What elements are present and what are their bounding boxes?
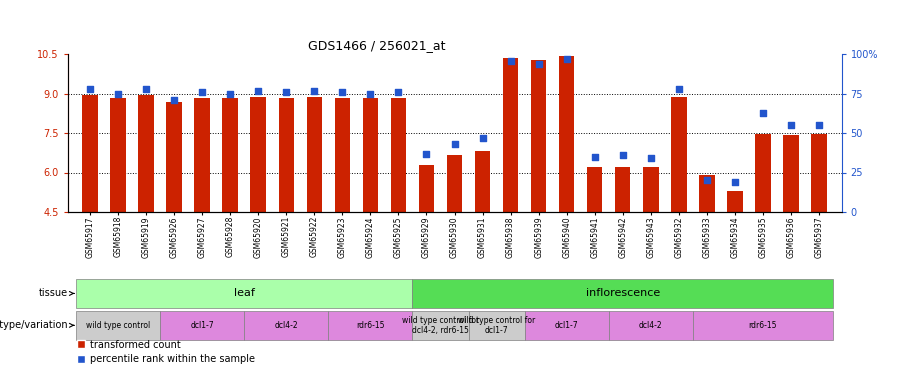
Point bbox=[531, 61, 545, 67]
Point bbox=[756, 110, 770, 116]
Bar bbox=[418, 165, 434, 212]
Bar bbox=[307, 97, 322, 212]
Text: leaf: leaf bbox=[234, 288, 255, 298]
Point bbox=[307, 88, 321, 94]
Bar bbox=[412, 279, 833, 308]
Point bbox=[475, 135, 490, 141]
Bar bbox=[671, 97, 687, 212]
Point bbox=[616, 152, 630, 158]
Point bbox=[166, 97, 181, 103]
Bar bbox=[391, 98, 406, 212]
Point bbox=[671, 86, 686, 92]
Bar bbox=[328, 311, 412, 340]
Text: dcl1-7: dcl1-7 bbox=[555, 321, 579, 330]
Bar bbox=[194, 98, 210, 212]
Bar bbox=[76, 311, 160, 340]
Text: genotype/variation: genotype/variation bbox=[0, 320, 74, 330]
Point bbox=[111, 91, 125, 97]
Text: rdr6-15: rdr6-15 bbox=[356, 321, 384, 330]
Text: wild type control: wild type control bbox=[86, 321, 150, 330]
Point bbox=[251, 88, 266, 94]
Bar bbox=[335, 98, 350, 212]
Point bbox=[812, 122, 826, 128]
Bar bbox=[755, 134, 770, 212]
Point bbox=[588, 154, 602, 160]
Bar bbox=[166, 102, 182, 212]
Bar bbox=[503, 58, 518, 212]
Bar bbox=[783, 135, 798, 212]
Bar bbox=[244, 311, 328, 340]
Bar bbox=[559, 57, 574, 212]
Bar bbox=[531, 60, 546, 212]
Text: wild type control for
dcl4-2, rdr6-15: wild type control for dcl4-2, rdr6-15 bbox=[402, 316, 479, 335]
Point bbox=[279, 89, 293, 95]
Point bbox=[699, 177, 714, 183]
Point bbox=[335, 89, 349, 95]
Bar bbox=[160, 311, 244, 340]
Bar bbox=[139, 94, 154, 212]
Point bbox=[419, 151, 434, 157]
Bar bbox=[82, 94, 97, 212]
Bar bbox=[587, 167, 602, 212]
Bar bbox=[250, 97, 266, 212]
Bar bbox=[699, 175, 715, 212]
Point bbox=[392, 89, 406, 95]
Bar bbox=[475, 151, 491, 212]
Text: rdr6-15: rdr6-15 bbox=[749, 321, 778, 330]
Point bbox=[447, 141, 462, 147]
Point bbox=[364, 91, 378, 97]
Point bbox=[644, 155, 658, 161]
Bar bbox=[608, 311, 693, 340]
Text: dcl4-2: dcl4-2 bbox=[274, 321, 298, 330]
Point bbox=[195, 89, 210, 95]
Bar bbox=[76, 279, 412, 308]
Point bbox=[728, 179, 742, 185]
Bar bbox=[469, 311, 525, 340]
Point bbox=[83, 86, 97, 92]
Text: wild type control for
dcl1-7: wild type control for dcl1-7 bbox=[458, 316, 536, 335]
Bar bbox=[727, 191, 742, 212]
Bar bbox=[111, 99, 126, 212]
Text: dcl1-7: dcl1-7 bbox=[190, 321, 214, 330]
Title: GDS1466 / 256021_at: GDS1466 / 256021_at bbox=[309, 39, 446, 52]
Text: tissue: tissue bbox=[39, 288, 74, 298]
Point bbox=[560, 56, 574, 62]
Point bbox=[223, 91, 238, 97]
Bar bbox=[278, 99, 294, 212]
Bar bbox=[412, 311, 469, 340]
Bar bbox=[363, 99, 378, 212]
Bar bbox=[644, 167, 659, 212]
Point bbox=[784, 122, 798, 128]
Text: dcl4-2: dcl4-2 bbox=[639, 321, 662, 330]
Point bbox=[139, 86, 153, 92]
Bar bbox=[222, 99, 238, 212]
Legend: transformed count, percentile rank within the sample: transformed count, percentile rank withi… bbox=[72, 336, 259, 368]
Point bbox=[503, 58, 517, 64]
Text: inflorescence: inflorescence bbox=[586, 288, 660, 298]
Bar bbox=[525, 311, 608, 340]
Bar bbox=[812, 134, 827, 212]
Bar bbox=[693, 311, 833, 340]
Bar bbox=[615, 167, 631, 212]
Bar bbox=[446, 155, 463, 212]
